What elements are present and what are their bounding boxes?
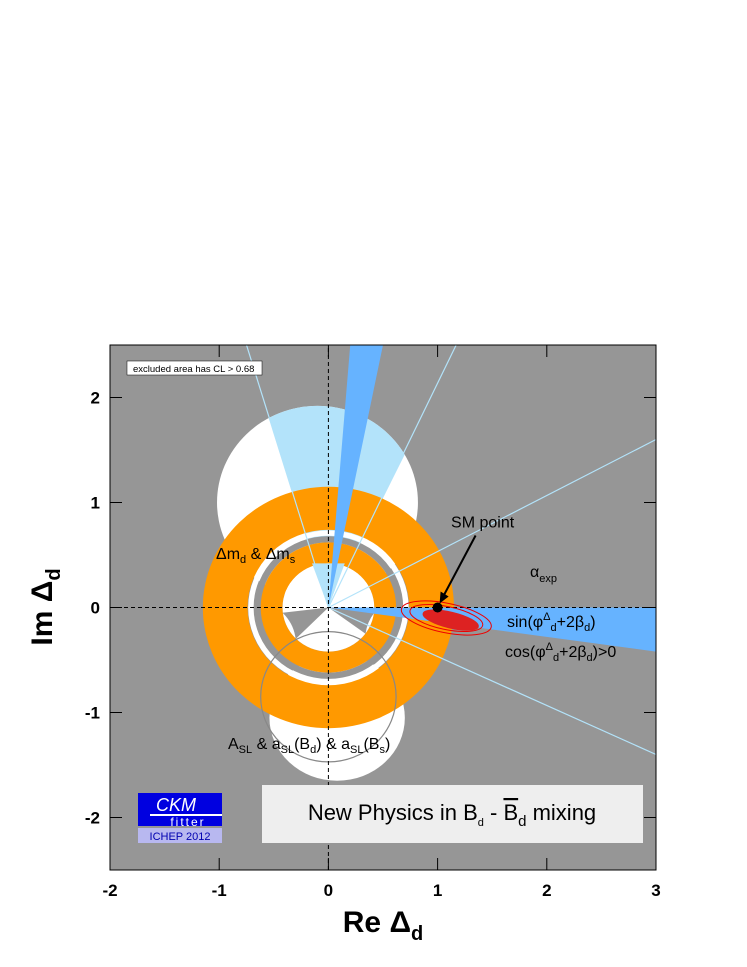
y-tick-label: -2 <box>85 809 100 828</box>
y-tick-label: 2 <box>91 389 100 408</box>
sm-point-label: SM point <box>451 515 515 532</box>
x-tick-label: 3 <box>651 881 660 900</box>
cos-label: cos(φΔd+2βd)>0 <box>505 641 616 664</box>
logo-event-box <box>138 828 222 843</box>
x-tick-label: 2 <box>542 881 551 900</box>
logo-stripe <box>150 814 222 816</box>
y-tick-label: 0 <box>91 599 100 618</box>
logo-box <box>138 793 222 826</box>
sin-label: sin(φΔd+2βd) <box>507 611 596 634</box>
alpha-region <box>312 563 345 608</box>
cl-region <box>421 606 480 634</box>
x-tick-label: -2 <box>102 881 117 900</box>
chart-title: New Physics in Bd - Bd mixing <box>308 800 596 830</box>
logo-event: ICHEP 2012 <box>150 831 211 843</box>
y-tick-label: 1 <box>91 494 100 513</box>
inner-excluded <box>282 607 329 639</box>
y-axis-label: Im Δd <box>26 568 65 645</box>
sin-region <box>328 345 383 608</box>
legend-note-box <box>126 360 263 376</box>
x-tick-label: -1 <box>212 881 227 900</box>
logo-sub: fitter <box>170 815 205 829</box>
constraint-regions <box>110 345 656 870</box>
x-axis-label: Re Δd <box>343 906 423 945</box>
sm-arrowhead <box>439 591 449 604</box>
legend-note: excluded area has CL > 0.68 <box>133 364 254 375</box>
dm-label: Δmd & Δms <box>216 546 296 566</box>
y-tick-label: -1 <box>85 704 100 723</box>
title-box <box>262 785 643 843</box>
inner-excluded <box>328 607 375 634</box>
cl-contours <box>398 594 494 641</box>
sm-arrow <box>440 535 477 600</box>
alpha-label: αexp <box>530 564 557 585</box>
asl-label: ASL & aSL(Bd) & aSL(Bs) <box>228 736 390 756</box>
alpha-lines <box>247 345 657 755</box>
logo-name: CKM <box>156 795 196 815</box>
x-tick-label: 0 <box>324 881 333 900</box>
plot-area <box>110 345 656 870</box>
sm-point <box>432 602 443 613</box>
x-tick-label: 1 <box>433 881 442 900</box>
